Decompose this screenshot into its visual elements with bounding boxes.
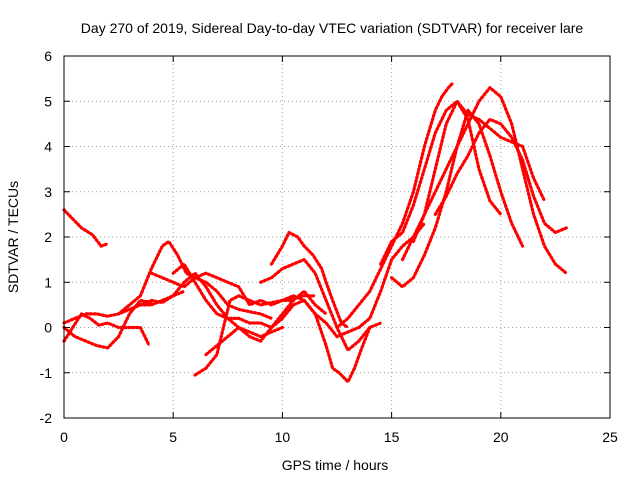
y-tick-label: 6 [44,48,52,64]
x-tick-label: 25 [602,429,618,445]
series-track-19-markers [433,117,568,235]
y-tick-label: 5 [44,93,52,109]
series-track-3-markers [62,312,151,348]
series-track-2 [63,290,185,324]
y-tick-label: 2 [44,229,52,245]
x-axis-label: GPS time / hours [282,457,389,473]
y-tick-label: -2 [40,410,53,426]
series-track-4-markers [62,298,153,350]
x-tick-label: 0 [60,429,68,445]
x-tick-label: 20 [493,429,509,445]
series-track-20-markers [411,99,547,244]
series-track-14-markers [302,221,426,339]
x-tick-label: 10 [275,429,291,445]
series-track-9-markers [193,294,317,377]
x-tick-label: 15 [384,429,400,445]
y-axis-label: SDTVAR / TECUs [5,181,21,293]
series-track-6-markers [138,271,284,339]
x-tick-label: 5 [169,429,177,445]
series-track-10-markers [204,289,328,357]
series-track-13-markers [280,294,372,384]
series-track-15 [336,82,454,329]
y-tick-label: 4 [44,139,52,155]
series-track-11-markers [269,230,350,330]
y-tick-label: 0 [44,320,52,336]
series-track-8-markers [171,262,306,330]
series-track-2-markers [62,289,186,325]
series-track-12-markers [259,258,383,352]
series-track-16-markers [379,99,503,266]
series-track-18-markers [400,86,568,275]
series-layer [62,81,568,384]
y-tick-label: 3 [44,184,52,200]
tick-layer: 0 5 10 15 20 25 -2 -1 0 1 2 3 4 5 6 [40,48,618,445]
y-tick-label: 1 [44,274,52,290]
chart-title: Day 270 of 2019, Sidereal Day-to-day VTE… [81,20,584,36]
y-tick-label: -1 [40,365,53,381]
series-track-15-markers [335,81,455,330]
grid-layer [64,56,610,418]
series-track-1-markers [62,208,110,248]
